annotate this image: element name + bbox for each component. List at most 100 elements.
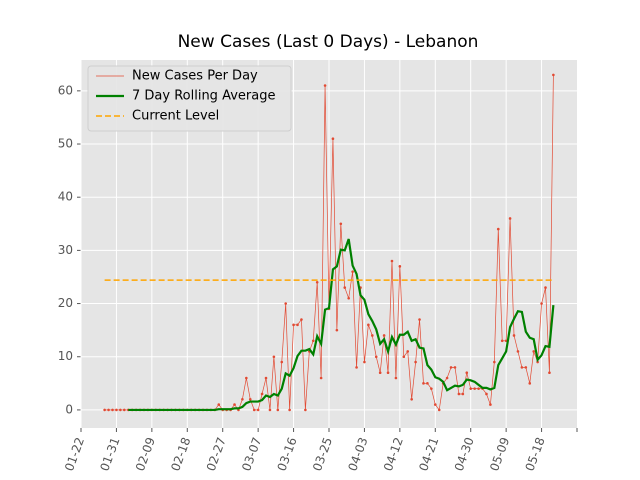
data-point — [512, 334, 516, 337]
data-point — [422, 382, 425, 385]
y-tick-label: 50 — [58, 137, 73, 151]
data-point — [516, 350, 520, 353]
data-point — [469, 387, 473, 390]
data-point — [465, 371, 469, 374]
data-point — [445, 376, 449, 380]
data-point — [260, 392, 264, 396]
data-point — [111, 408, 114, 412]
x-tick-label: 02-27 — [204, 435, 229, 473]
data-point — [394, 376, 398, 380]
data-point — [319, 376, 323, 380]
data-point — [292, 323, 295, 327]
x-tick-label: 03-16 — [275, 435, 300, 473]
x-tick-label: 03-25 — [310, 435, 335, 473]
data-point — [430, 387, 433, 390]
y-tick-label: 40 — [58, 190, 73, 204]
data-point — [528, 382, 532, 385]
data-point — [453, 366, 457, 369]
data-point — [371, 334, 374, 337]
series-line — [128, 238, 555, 412]
data-point — [339, 222, 343, 226]
data-point — [493, 360, 496, 364]
data-point — [548, 371, 551, 374]
data-point — [119, 408, 122, 412]
x-tick-label: 04-12 — [381, 435, 406, 473]
x-tick-label: 04-30 — [452, 435, 477, 473]
data-point — [323, 84, 327, 87]
data-point — [508, 217, 512, 220]
data-point — [363, 360, 366, 364]
data-point — [540, 302, 543, 305]
data-point — [241, 397, 244, 401]
data-point — [552, 73, 555, 77]
data-point — [398, 265, 402, 268]
data-point — [433, 403, 437, 406]
data-point — [382, 334, 386, 337]
data-point — [414, 360, 417, 364]
x-tick-label: 01-31 — [97, 435, 122, 473]
data-point — [351, 270, 354, 273]
data-point — [107, 408, 110, 412]
data-point — [473, 387, 476, 390]
x-tick-label: 02-18 — [168, 435, 193, 473]
data-point — [248, 397, 252, 401]
data-point — [496, 227, 500, 231]
data-point — [500, 339, 504, 343]
legend-label: 7 Day Rolling Average — [132, 89, 275, 104]
data-point — [386, 371, 390, 374]
data-point — [315, 280, 319, 284]
data-point — [300, 318, 303, 321]
x-tick-label: 05-09 — [487, 435, 512, 473]
data-point — [233, 403, 236, 406]
y-tick-label: 30 — [58, 243, 73, 257]
legend-label: New Cases Per Day — [132, 69, 258, 84]
y-tick-label: 10 — [58, 349, 73, 363]
data-point — [331, 137, 335, 141]
data-point — [272, 355, 276, 359]
data-point — [390, 259, 394, 263]
chart-title: New Cases (Last 0 Days) - Lebanon — [178, 32, 479, 52]
data-point — [426, 382, 429, 385]
data-point — [418, 318, 421, 321]
y-tick-label: 60 — [58, 83, 73, 97]
data-point — [449, 366, 453, 369]
data-point — [532, 350, 535, 353]
data-point — [378, 371, 382, 374]
data-point — [355, 366, 358, 369]
data-point — [343, 286, 347, 289]
data-point — [284, 302, 287, 305]
x-tick-label: 02-09 — [133, 435, 158, 473]
x-tick-label: 04-21 — [416, 435, 441, 473]
data-point — [217, 403, 221, 406]
x-tick-label: 01-22 — [62, 435, 87, 473]
data-point — [461, 392, 465, 396]
x-tick-label: 05-18 — [523, 435, 548, 473]
data-point — [304, 408, 307, 412]
data-point — [520, 366, 524, 369]
legend-box — [87, 65, 292, 132]
data-point — [374, 355, 378, 359]
data-point — [296, 323, 299, 327]
data-point — [457, 392, 461, 396]
data-point — [311, 339, 315, 343]
x-tick-label: 04-03 — [345, 435, 370, 473]
legend-label: Current Level — [132, 109, 219, 124]
data-point — [280, 360, 284, 364]
data-point — [489, 403, 492, 406]
data-point — [402, 355, 406, 359]
data-point — [485, 392, 488, 396]
data-point — [524, 366, 528, 369]
y-tick-label: 0 — [65, 402, 73, 416]
data-point — [115, 408, 118, 412]
data-point — [123, 408, 126, 412]
data-point — [544, 286, 547, 289]
data-point — [347, 296, 350, 300]
data-point — [252, 408, 256, 412]
data-point — [268, 408, 272, 412]
data-point — [406, 350, 410, 353]
data-point — [367, 323, 370, 327]
data-point — [103, 408, 106, 412]
data-point — [256, 408, 260, 412]
data-point — [477, 387, 480, 390]
